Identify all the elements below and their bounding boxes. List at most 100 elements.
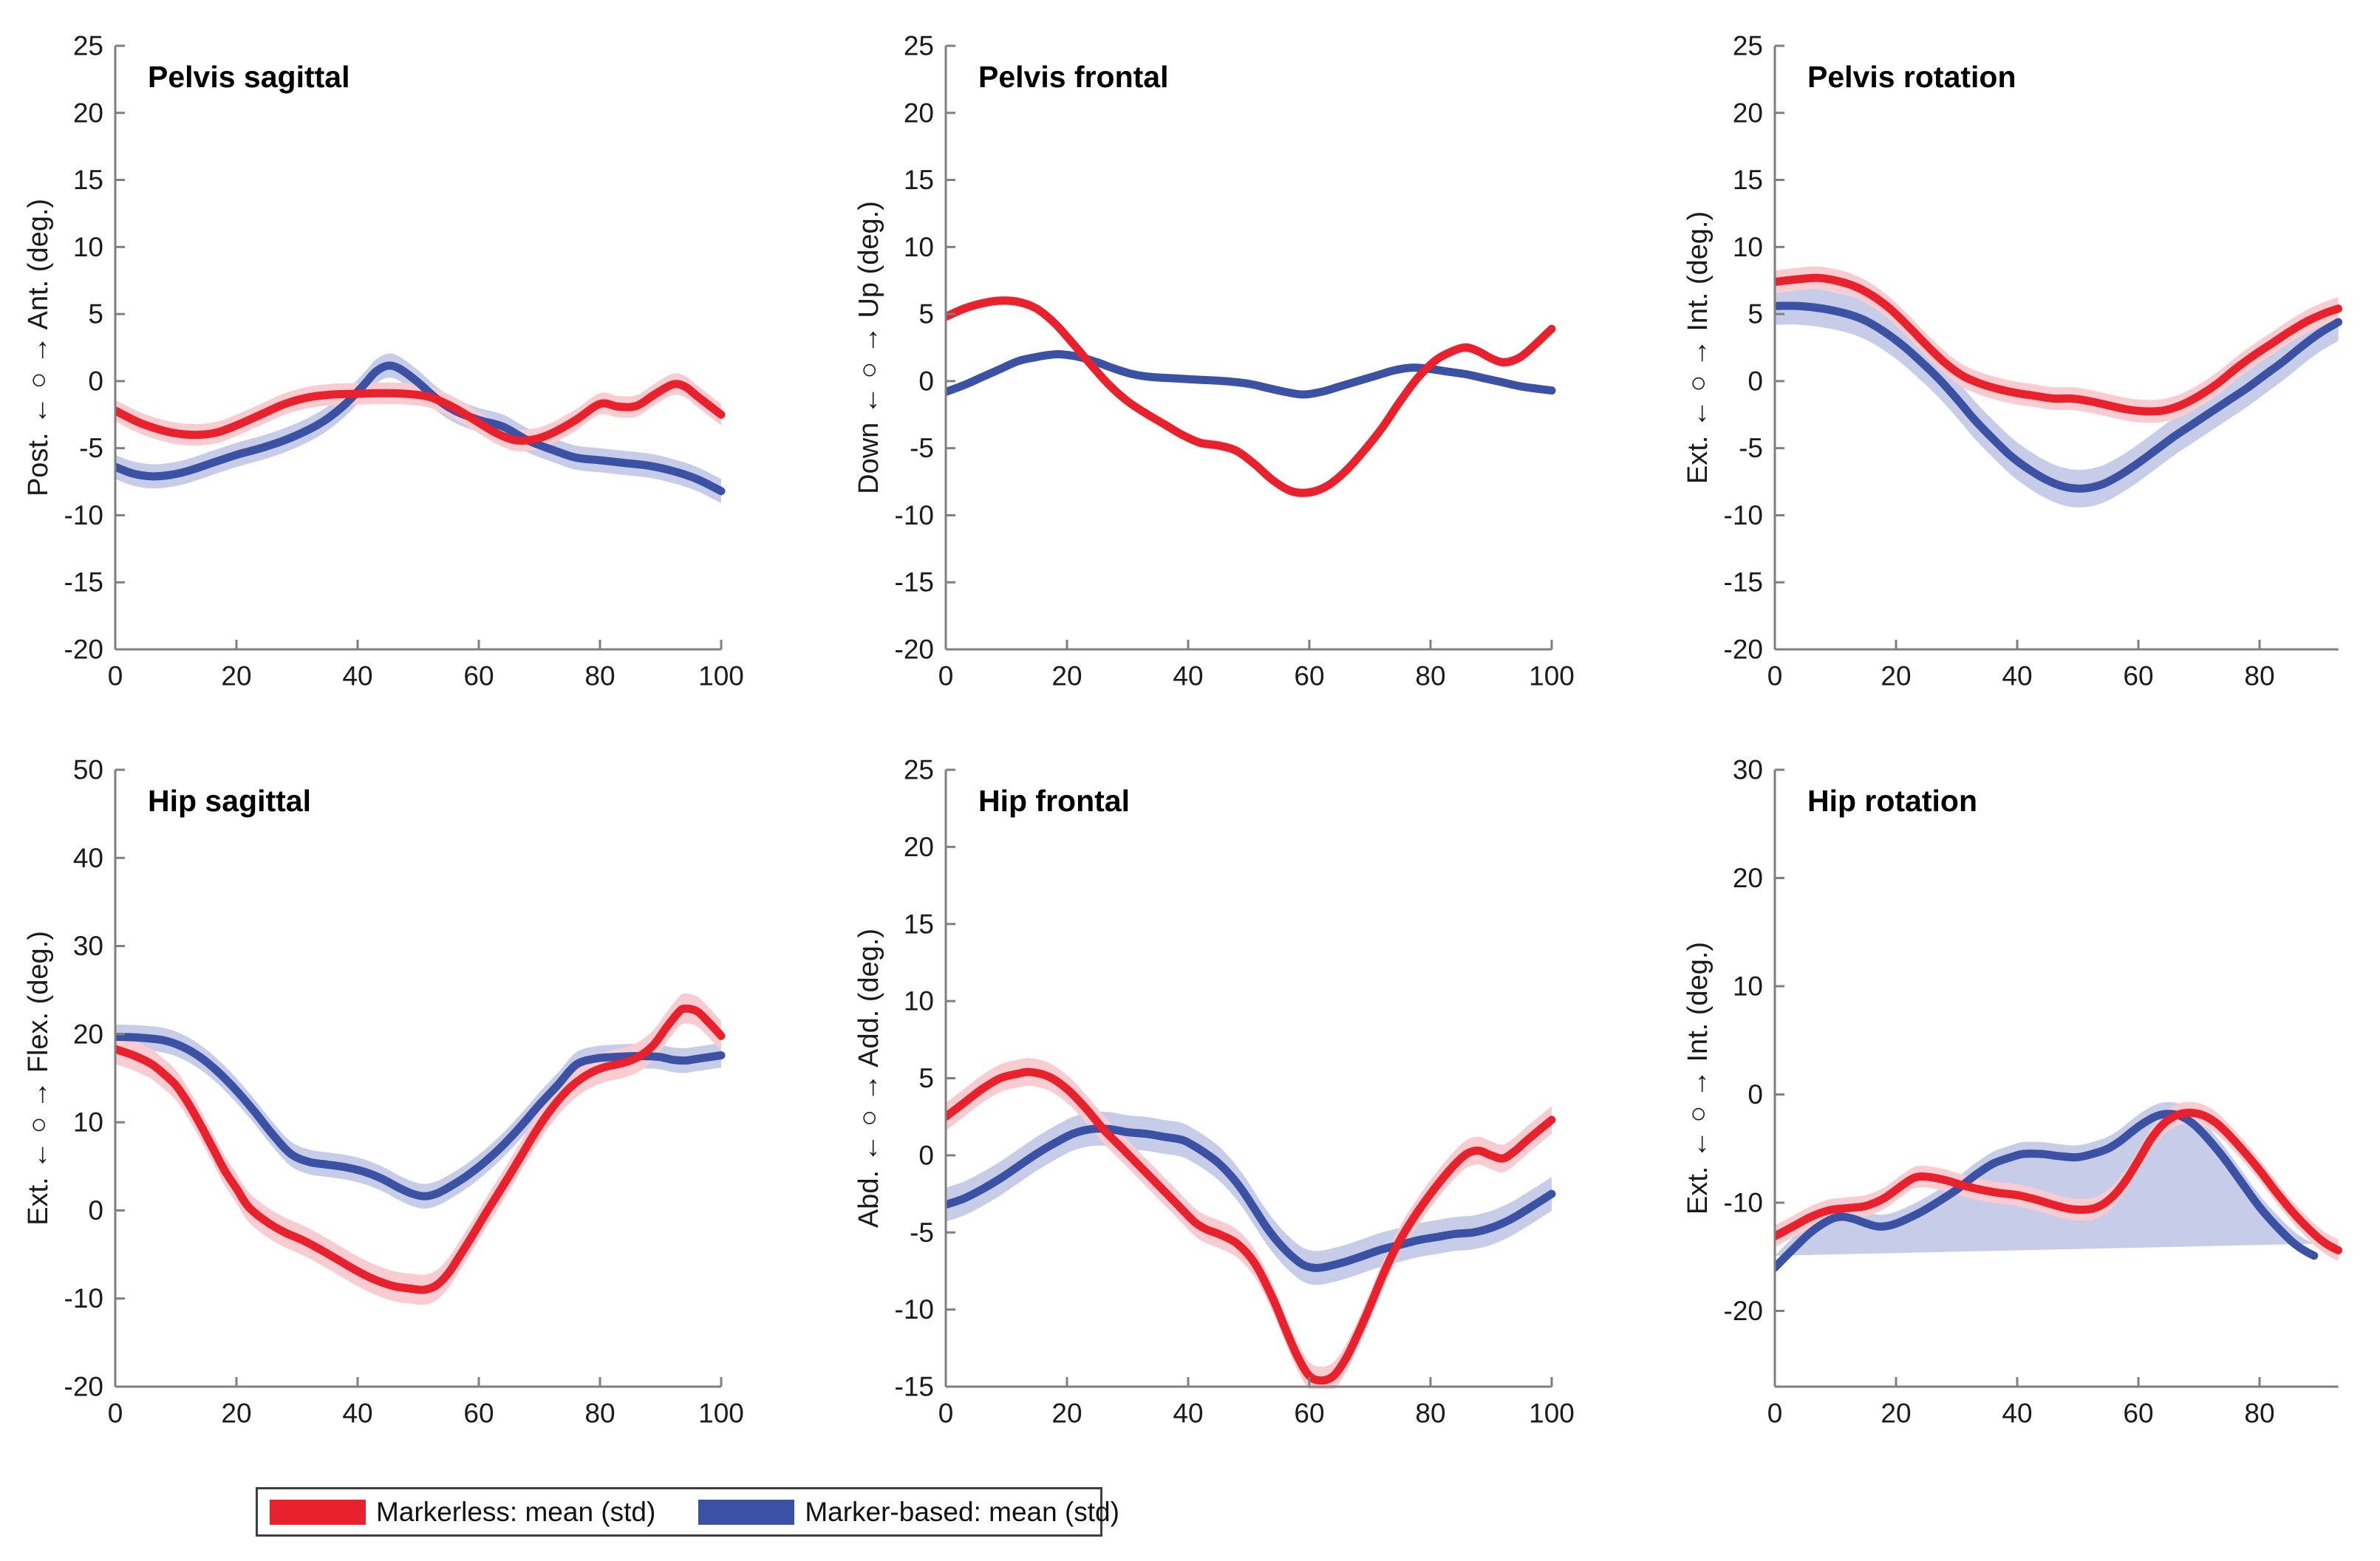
y-tick-label: 15 bbox=[1733, 165, 1763, 195]
y-axis-label: Ext. ← ○ → Int. (deg.) bbox=[1682, 942, 1714, 1215]
y-tick-label: 50 bbox=[73, 755, 103, 785]
y-tick-label: 0 bbox=[918, 366, 934, 396]
y-tick-label: 0 bbox=[88, 1195, 103, 1226]
y-tick-label: -15 bbox=[895, 1372, 934, 1402]
y-tick-label: 25 bbox=[904, 755, 934, 785]
legend-label-markerless: Markerless: mean (std) bbox=[376, 1496, 656, 1527]
y-tick-label: 0 bbox=[1748, 1079, 1763, 1110]
hip-frontal-marker-based-mean-line bbox=[946, 1124, 1556, 1272]
y-tick-label: -5 bbox=[910, 433, 934, 463]
hip-sagittal-markerless-std-band bbox=[115, 993, 721, 1305]
x-tick-label: 80 bbox=[584, 1398, 615, 1428]
plot-area bbox=[946, 296, 1556, 498]
y-tick-label: 5 bbox=[918, 299, 934, 329]
x-tick-label: 60 bbox=[2123, 660, 2153, 691]
x-tick-label: 20 bbox=[221, 1398, 251, 1428]
plot-area bbox=[946, 1058, 1556, 1389]
plot-area bbox=[115, 353, 726, 504]
x-tick-label: 100 bbox=[1529, 1398, 1575, 1428]
y-tick-label: -5 bbox=[79, 433, 103, 463]
x-tick-label: 0 bbox=[108, 660, 123, 691]
x-tick-label: 80 bbox=[2244, 660, 2274, 691]
pelvis-frontal-markerless-std-band bbox=[946, 296, 1552, 498]
y-tick-label: 5 bbox=[918, 1063, 934, 1093]
y-axis-label: Down ← ○ → Up (deg.) bbox=[853, 201, 884, 494]
hip-frontal-markerless-mean-line bbox=[946, 1068, 1556, 1385]
pelvis-sagittal-marker-based-mean-line bbox=[115, 361, 726, 496]
chart-title: Hip sagittal bbox=[148, 784, 311, 818]
legend: Markerless: mean (std) Marker-based: mea… bbox=[256, 1487, 1119, 1537]
chart-title: Hip frontal bbox=[978, 784, 1130, 818]
y-tick-label: -15 bbox=[895, 567, 934, 598]
y-tick-label: 15 bbox=[904, 909, 934, 939]
x-tick-label: 0 bbox=[1767, 1398, 1783, 1428]
y-tick-label: 10 bbox=[73, 232, 103, 262]
y-tick-label: 5 bbox=[88, 299, 103, 329]
y-tick-label: -20 bbox=[1724, 635, 1763, 665]
x-tick-label: 20 bbox=[1051, 660, 1082, 691]
x-tick-label: 60 bbox=[463, 1398, 494, 1428]
x-tick-label: 60 bbox=[2123, 1398, 2153, 1428]
y-tick-label: 0 bbox=[88, 366, 103, 396]
y-tick-label: 40 bbox=[73, 843, 103, 873]
y-tick-label: 25 bbox=[1733, 31, 1763, 61]
y-tick-label: 0 bbox=[918, 1140, 934, 1170]
x-tick-label: 0 bbox=[108, 1398, 123, 1428]
x-tick-label: 60 bbox=[1294, 1398, 1324, 1428]
y-tick-label: 5 bbox=[1748, 299, 1763, 329]
hip-rotation-marker-based-std-band bbox=[1775, 1101, 2314, 1256]
legend-label-marker-based: Marker-based: mean (std) bbox=[805, 1496, 1119, 1527]
plot-area bbox=[1775, 1101, 2343, 1272]
x-tick-label: 40 bbox=[1173, 660, 1203, 691]
y-tick-label: -20 bbox=[64, 1372, 103, 1402]
chart-title: Pelvis rotation bbox=[1807, 60, 2016, 94]
y-axis-label: Ext. ← ○ → Int. (deg.) bbox=[1682, 211, 1714, 484]
x-tick-label: 20 bbox=[1881, 660, 1911, 691]
y-tick-label: -20 bbox=[895, 635, 934, 665]
pelvis-sagittal-markerless-std-band bbox=[115, 373, 721, 452]
y-tick-label: 20 bbox=[1733, 863, 1763, 893]
y-axis-label: Abd. ← ○ → Add. (deg.) bbox=[853, 929, 884, 1228]
y-tick-label: 25 bbox=[904, 31, 934, 61]
legend-swatch-markerless-icon bbox=[270, 1499, 366, 1525]
chart-title: Hip rotation bbox=[1807, 784, 1977, 818]
x-tick-label: 60 bbox=[463, 660, 494, 691]
y-tick-label: -5 bbox=[910, 1217, 934, 1248]
hip-rotation-marker-based-mean-line bbox=[1775, 1110, 2319, 1272]
y-axis-label: Ext. ← ○ → Flex. (deg.) bbox=[23, 931, 54, 1226]
y-tick-label: 20 bbox=[904, 832, 934, 862]
plot-area bbox=[1775, 266, 2343, 508]
y-tick-label: 20 bbox=[904, 98, 934, 128]
y-tick-label: 10 bbox=[904, 986, 934, 1017]
y-tick-label: -15 bbox=[64, 567, 103, 598]
chart-pelvis-sagittal: -20 -15 -10 -5 0 5 10 15 20 25 0 20 40 60 80 100 Pelvis … bbox=[23, 31, 744, 691]
chart-hip-rotation: -20 -10 0 10 20 30 0 20 40 60 80 Hip rotation Ext. ←… bbox=[1682, 755, 2343, 1428]
x-tick-label: 40 bbox=[2002, 660, 2032, 691]
y-tick-label: 30 bbox=[1733, 755, 1763, 785]
chart-pelvis-rotation: -20 -15 -10 -5 0 5 10 15 20 25 0 20 40 60 80 Pelvis rot… bbox=[1682, 31, 2343, 691]
x-tick-label: 100 bbox=[1529, 660, 1575, 691]
y-axis-label: Post. ← ○ → Ant. (deg.) bbox=[23, 199, 54, 496]
y-tick-label: 10 bbox=[1733, 232, 1763, 262]
chart-hip-frontal: -15 -10 -5 0 5 10 15 20 25 0 20 40 60 80 100 Hip fronta… bbox=[853, 755, 1575, 1429]
x-tick-label: 20 bbox=[221, 660, 251, 691]
y-tick-label: 20 bbox=[1733, 98, 1763, 128]
x-tick-label: 40 bbox=[342, 1398, 372, 1428]
chart-hip-sagittal: -20 -10 0 10 20 30 40 50 0 20 40 60 80 100 Hip sagitta… bbox=[23, 755, 744, 1429]
x-tick-label: 100 bbox=[698, 1398, 744, 1428]
y-tick-label: -20 bbox=[64, 635, 103, 665]
x-tick-label: 0 bbox=[938, 660, 954, 691]
y-tick-label: 10 bbox=[904, 232, 934, 262]
y-tick-label: 25 bbox=[73, 31, 103, 61]
y-tick-label: -5 bbox=[1739, 433, 1763, 463]
x-tick-label: 40 bbox=[342, 660, 372, 691]
y-tick-label: -10 bbox=[1724, 500, 1763, 530]
y-tick-label: 15 bbox=[904, 165, 934, 195]
x-tick-label: 60 bbox=[1294, 660, 1324, 691]
x-tick-label: 0 bbox=[938, 1398, 954, 1428]
x-tick-label: 0 bbox=[1767, 660, 1783, 691]
pelvis-frontal-marker-based-mean-line bbox=[946, 349, 1556, 399]
x-tick-label: 20 bbox=[1051, 1398, 1082, 1428]
